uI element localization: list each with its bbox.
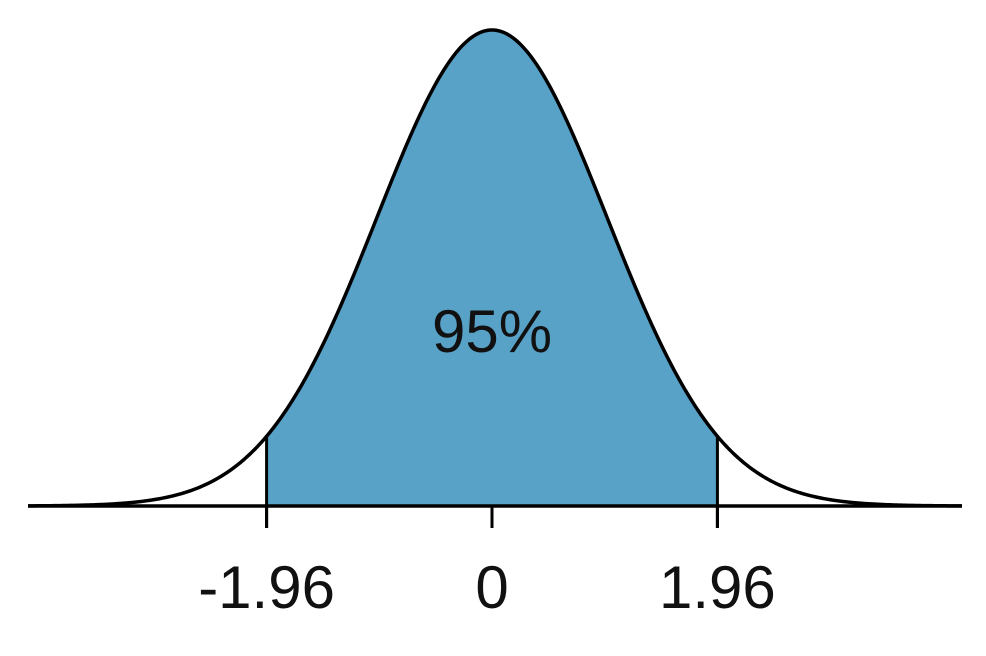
- shaded-area-95: [266, 30, 718, 506]
- tick-marks: [265, 506, 719, 528]
- tick-label-1: 0: [475, 554, 508, 621]
- tick-labels: -1.96 0 1.96: [198, 554, 776, 621]
- shaded-area-label: 95%: [432, 298, 552, 365]
- tick-label-2: 1.96: [659, 554, 776, 621]
- tick-label-0: -1.96: [198, 554, 335, 621]
- density-curve: [27, 28, 963, 508]
